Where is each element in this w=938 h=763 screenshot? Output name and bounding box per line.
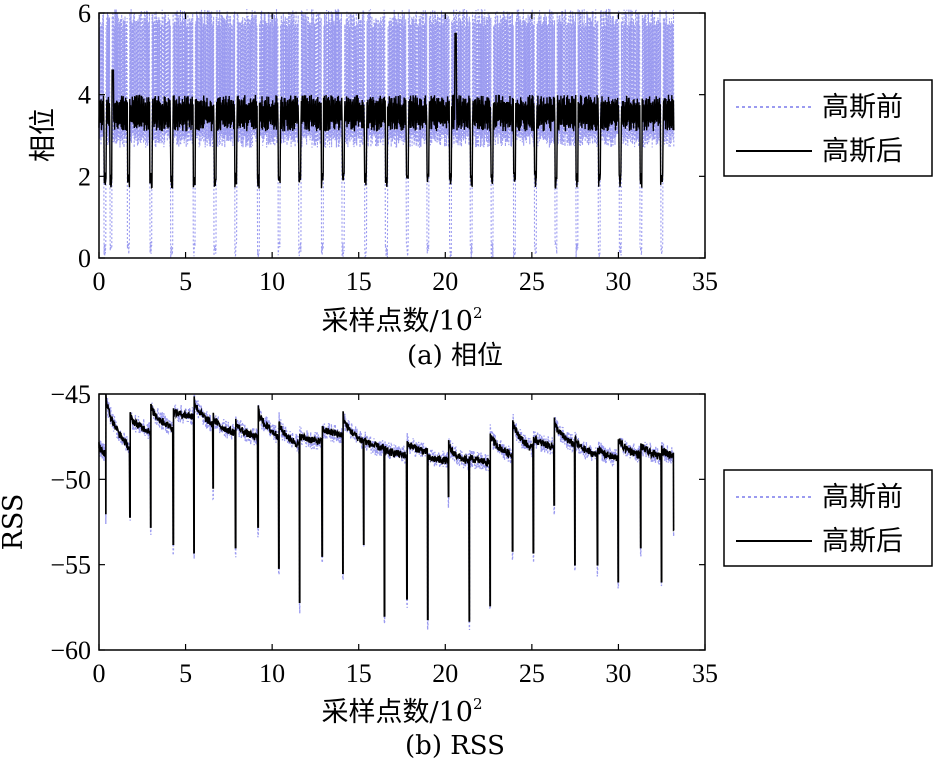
rss-x-tick-label: 30 xyxy=(605,659,631,688)
phase-x-tick-label: 20 xyxy=(432,267,458,296)
rss-y-tick-label: −55 xyxy=(50,551,91,580)
rss-y-tick-label: −45 xyxy=(50,380,91,409)
rss-x-axis-label: 采样点数/102 xyxy=(322,695,483,728)
phase-x-axis-label: 采样点数/102 xyxy=(322,304,483,337)
rss-series-before xyxy=(98,393,675,631)
phase-x-tick-label: 10 xyxy=(259,267,285,296)
rss-y-tick-label: −50 xyxy=(50,465,91,494)
phase-caption: (a) 相位 xyxy=(407,341,503,371)
phase-legend-label-before: 高斯前 xyxy=(822,92,903,123)
rss-x-tick-label: 10 xyxy=(259,659,285,688)
rss-legend-label-after: 高斯后 xyxy=(822,526,903,557)
rss-x-axis-label-exponent: 2 xyxy=(473,695,483,713)
phase-legend: 高斯前 高斯后 xyxy=(723,79,933,177)
rss-x-tick-label: 5 xyxy=(179,659,192,688)
rss-legend-box xyxy=(723,469,933,567)
phase-plot-frame xyxy=(98,12,706,259)
phase-legend-box xyxy=(723,79,933,177)
phase-x-tick-label: 5 xyxy=(179,267,192,296)
phase-y-axis-label: 相位 xyxy=(28,108,59,162)
phase-x-tick-label: 25 xyxy=(519,267,545,296)
rss-ticks: 0 5 10 15 20 25 30 35 −60 −55 −50 −45 xyxy=(50,380,718,688)
rss-x-tick-label: 35 xyxy=(692,659,718,688)
rss-y-axis-label: RSS xyxy=(0,494,29,551)
phase-y-tick-label: 0 xyxy=(78,244,91,273)
phase-x-tick-label: 35 xyxy=(692,267,718,296)
phase-y-tick-label: 2 xyxy=(78,162,91,191)
rss-chart: 0 5 10 15 20 25 30 35−60−55−50−45 RSS 采样点数/102 … xyxy=(0,380,933,761)
rss-series-after xyxy=(98,393,675,622)
phase-x-tick-label: 0 xyxy=(93,267,106,296)
phase-x-tick-label: 30 xyxy=(605,267,631,296)
phase-series-after xyxy=(98,32,675,189)
rss-legend: 高斯前 高斯后 xyxy=(723,469,933,567)
rss-plot-frame xyxy=(98,393,706,651)
rss-x-tick-label: 15 xyxy=(346,659,372,688)
phase-y-tick-label: 6 xyxy=(78,0,91,28)
phase-series-group xyxy=(98,8,675,259)
phase-x-axis-label-exponent: 2 xyxy=(473,304,483,322)
phase-y-tick-label: 4 xyxy=(78,81,91,110)
rss-x-tick-label: 20 xyxy=(432,659,458,688)
phase-x-axis-label-text: 采样点数/10 xyxy=(322,306,473,337)
rss-caption: (b) RSS xyxy=(405,731,505,761)
rss-x-axis-label-text: 采样点数/10 xyxy=(322,697,473,728)
rss-y-tick-label: −60 xyxy=(50,636,91,665)
phase-ticks: 0 5 10 15 20 25 30 35 0 2 4 6 xyxy=(78,0,718,296)
rss-x-tick-label: 25 xyxy=(519,659,545,688)
rss-series-group xyxy=(98,393,675,631)
rss-x-tick-label: 0 xyxy=(93,659,106,688)
phase-x-tick-label: 15 xyxy=(346,267,372,296)
phase-series-before xyxy=(98,8,675,259)
rss-legend-label-before: 高斯前 xyxy=(822,482,903,513)
phase-legend-label-after: 高斯后 xyxy=(822,136,903,167)
